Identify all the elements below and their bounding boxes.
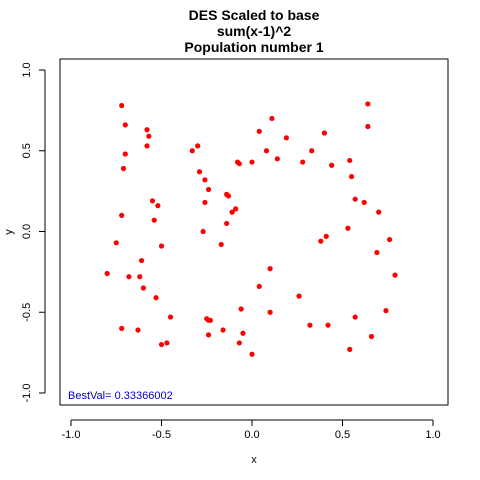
data-point: [386, 236, 393, 243]
data-point: [229, 209, 235, 215]
data-point: [195, 143, 201, 149]
data-point: [236, 340, 242, 346]
data-point: [158, 341, 165, 348]
data-point: [196, 169, 203, 175]
data-point: [249, 351, 255, 357]
data-point: [238, 306, 244, 312]
data-point: [361, 199, 367, 206]
data-point: [236, 161, 242, 167]
data-point: [329, 162, 335, 168]
data-point: [347, 157, 353, 164]
data-point: [365, 101, 371, 107]
x-axis: -1.0 -0.5 0.0 0.5 1.0: [62, 419, 441, 441]
data-point: [122, 151, 128, 157]
y-axis: -1.0 -0.5 0.0 0.5 1.0: [21, 62, 46, 403]
data-point: [263, 148, 270, 154]
data-point: [365, 123, 371, 130]
chart-title-line-1: DES Scaled to base: [189, 7, 320, 23]
data-point: [269, 115, 275, 122]
data-point: [104, 270, 110, 277]
y-tick-label: -0.5: [21, 303, 33, 322]
data-point: [323, 233, 329, 239]
data-point: [205, 332, 212, 338]
data-point: [256, 283, 262, 290]
y-tick-label: 0.0: [21, 224, 33, 239]
data-point: [155, 203, 161, 209]
data-point: [283, 135, 289, 141]
data-point: [146, 133, 152, 139]
data-point: [202, 177, 208, 183]
chart-title-line-3: Population number 1: [184, 39, 323, 55]
data-point: [225, 193, 232, 199]
data-point: [189, 148, 195, 154]
data-points: [104, 101, 398, 357]
data-point: [224, 220, 230, 227]
data-point: [151, 217, 157, 223]
data-point: [164, 340, 170, 346]
data-point: [240, 330, 246, 336]
data-point: [135, 327, 141, 333]
y-axis-label: y: [3, 229, 15, 235]
data-point: [140, 285, 146, 291]
data-point: [149, 198, 156, 204]
data-point: [296, 293, 302, 299]
data-point: [321, 130, 327, 136]
x-tick-label: 0.5: [335, 429, 350, 441]
data-point: [352, 314, 358, 320]
data-point: [368, 333, 375, 340]
data-point: [300, 159, 306, 165]
data-point: [392, 272, 398, 278]
data-point: [120, 165, 127, 172]
data-point: [374, 249, 380, 256]
y-tick-label: 1.0: [21, 62, 33, 77]
data-point: [345, 225, 351, 231]
data-point: [119, 102, 125, 109]
data-point: [274, 156, 280, 162]
data-point: [376, 209, 382, 215]
chart-title-line-2: sum(x-1)^2: [217, 23, 292, 39]
x-tick-label: -1.0: [62, 429, 81, 441]
data-point: [119, 212, 125, 218]
data-point: [352, 196, 358, 202]
data-point: [153, 295, 159, 301]
data-point: [202, 199, 208, 206]
data-point: [113, 240, 119, 246]
data-point: [348, 173, 355, 180]
data-point: [309, 148, 315, 154]
plot-frame: [59, 58, 449, 406]
data-point: [200, 228, 206, 235]
best-value-annotation: BestVal= 0.33366002: [68, 390, 173, 402]
data-point: [267, 266, 273, 272]
data-point: [122, 122, 128, 128]
data-point: [119, 325, 125, 331]
x-tick-label: 0.0: [244, 429, 259, 441]
data-point: [220, 327, 226, 333]
data-point: [307, 322, 313, 328]
data-point: [138, 257, 145, 264]
data-point: [383, 308, 389, 314]
data-point: [126, 274, 132, 280]
data-point: [347, 346, 353, 352]
data-point: [144, 127, 150, 133]
data-point: [267, 309, 273, 315]
data-point: [318, 238, 324, 244]
data-point: [158, 243, 165, 249]
data-point: [144, 143, 150, 149]
data-point: [256, 128, 262, 134]
data-point: [325, 322, 331, 328]
data-point: [249, 159, 255, 165]
y-tick-label: 0.5: [21, 143, 33, 158]
data-point: [233, 206, 239, 212]
x-tick-label: -0.5: [152, 429, 171, 441]
data-point: [218, 241, 224, 248]
x-axis-label: x: [251, 454, 257, 466]
data-point: [205, 186, 212, 193]
y-tick-label: -1.0: [21, 384, 33, 403]
data-point: [167, 314, 174, 320]
data-point: [207, 317, 213, 323]
x-tick-label: 1.0: [425, 429, 440, 441]
data-point: [137, 274, 143, 280]
